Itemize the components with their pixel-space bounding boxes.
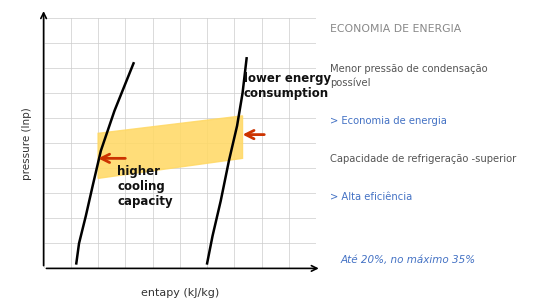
Polygon shape — [98, 116, 243, 178]
Text: lower energy
consumption: lower energy consumption — [244, 72, 331, 100]
Text: Até 20%, no máximo 35%: Até 20%, no máximo 35% — [340, 256, 475, 265]
Text: > Economia de energia: > Economia de energia — [330, 117, 446, 126]
Text: higher
cooling
capacity: higher cooling capacity — [117, 165, 173, 208]
Text: Capacidade de refrigeração -superior: Capacidade de refrigeração -superior — [330, 154, 516, 164]
Text: pressure (lnp): pressure (lnp) — [22, 107, 32, 180]
Text: ECONOMIA DE ENERGIA: ECONOMIA DE ENERGIA — [330, 24, 461, 34]
Text: entapy (kJ/kg): entapy (kJ/kg) — [141, 289, 219, 298]
Text: Menor pressão de condensação
possível: Menor pressão de condensação possível — [330, 64, 487, 88]
Text: > Alta eficiência: > Alta eficiência — [330, 192, 412, 202]
